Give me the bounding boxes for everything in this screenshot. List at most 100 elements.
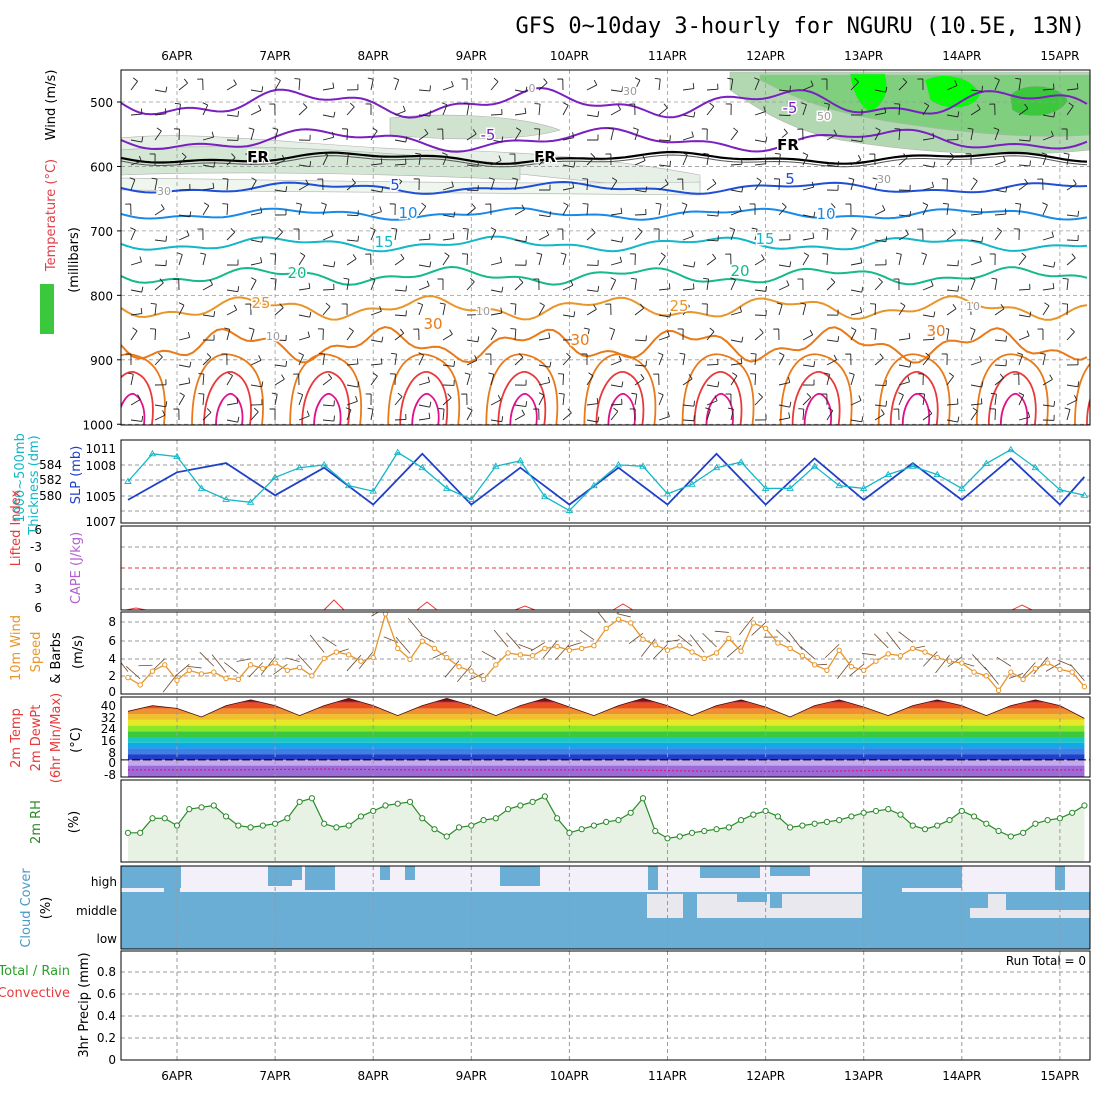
wind-barb [530,642,546,652]
wind-10m-panel [121,612,1090,694]
wind-barb [1042,231,1054,241]
wind-barb [130,108,143,116]
wind-barb [346,395,358,406]
wind-barb [898,229,909,241]
wind-barb [297,392,304,406]
pressure-tick: 800 [90,289,113,303]
wind-barb [413,178,420,191]
contour-label: 20 [730,262,749,280]
rh-point [737,816,745,824]
wind-barb [154,410,166,421]
wind-barb [211,654,227,673]
wind-speed-point [505,650,511,656]
wind-barb [533,408,540,421]
rh-shading [924,75,981,109]
wind-barb [608,127,614,141]
rh-point [566,829,573,836]
date-label-bottom: 13APR [844,1069,883,1083]
wind-barb [370,336,384,343]
wind-barb [178,184,191,191]
wind-barb [989,253,996,266]
wind-barb [438,408,445,421]
wind-barb [941,353,948,366]
wind-barb [1062,303,1069,316]
wind-barb [274,303,284,316]
wind-barb [773,328,780,341]
rh-point [222,813,230,820]
pressure-tick: 1000 [82,418,113,432]
temp-contour-40 [203,371,252,425]
rh-point [799,822,806,829]
wind-barb [1070,664,1085,681]
dewpoint-line [128,768,1085,772]
wind-barb [850,154,862,166]
wind-barb [322,152,329,166]
rh-point [504,806,512,813]
wind-barb [1013,373,1020,386]
wind-barb [413,328,420,341]
wind-barb [610,236,624,243]
wind-barb [562,202,569,216]
wind-barb [898,361,912,368]
wind-barb [706,235,719,242]
slp-frame [120,439,1091,524]
wind-barb [730,372,738,386]
temp-band [127,731,1085,737]
wind-barb [442,252,450,266]
wind-barb [173,278,180,291]
wind-barb [969,327,976,341]
rh-point [701,827,708,835]
temp-tick: 0 [108,756,116,770]
wind-barb [921,252,927,266]
wind-speed-point [1020,676,1026,683]
precip-frame [120,950,1091,1061]
wind-barb [801,102,807,116]
wind-barb [198,393,205,406]
wind-barb [226,134,239,141]
wind-barb [490,327,497,341]
wind-barb [226,372,233,386]
wind-barb [187,665,202,669]
wind-barb [970,208,983,216]
wind-barb [1017,352,1023,366]
wind-barb [658,331,670,341]
wind-speed-point [750,620,757,626]
wind-barb [466,160,480,167]
wind-speed-point [529,653,536,659]
wind-speed-point [542,645,548,652]
wind-barb [346,654,362,672]
wind-barb [989,408,996,421]
wind-barb [536,252,543,266]
wind-barb [898,78,908,91]
wind-barb [848,372,855,386]
wind-speed-point [235,676,242,683]
rh-point [149,815,156,822]
wind-barb [850,136,864,143]
wind-barb [706,178,717,191]
wind-barb [296,202,302,216]
wind-barb [826,278,836,291]
wind-speed-point [1057,666,1063,673]
wind-barb [1018,311,1032,318]
rh-point [970,813,978,820]
wind-barb [629,103,636,116]
wind-barb [394,136,408,143]
thickness-point [1056,485,1064,493]
wind-barb [634,335,647,342]
wind-speed-point [824,667,830,674]
contour-label: 10 [266,330,280,343]
wind-barb [298,282,311,291]
wind-speed-point [247,662,254,668]
rh-point [161,815,168,822]
wind-barb [1042,302,1050,316]
cloud-high-bar [500,866,540,886]
temp-contour-45 [121,393,146,425]
wind-barb [442,233,455,241]
wind-barb [130,77,138,91]
wind-barb [341,303,348,316]
wind-barb [653,373,660,386]
thickness-point [173,452,181,460]
wind-barb [850,77,859,91]
wind-barb [442,181,454,191]
wind-barb [610,86,624,93]
